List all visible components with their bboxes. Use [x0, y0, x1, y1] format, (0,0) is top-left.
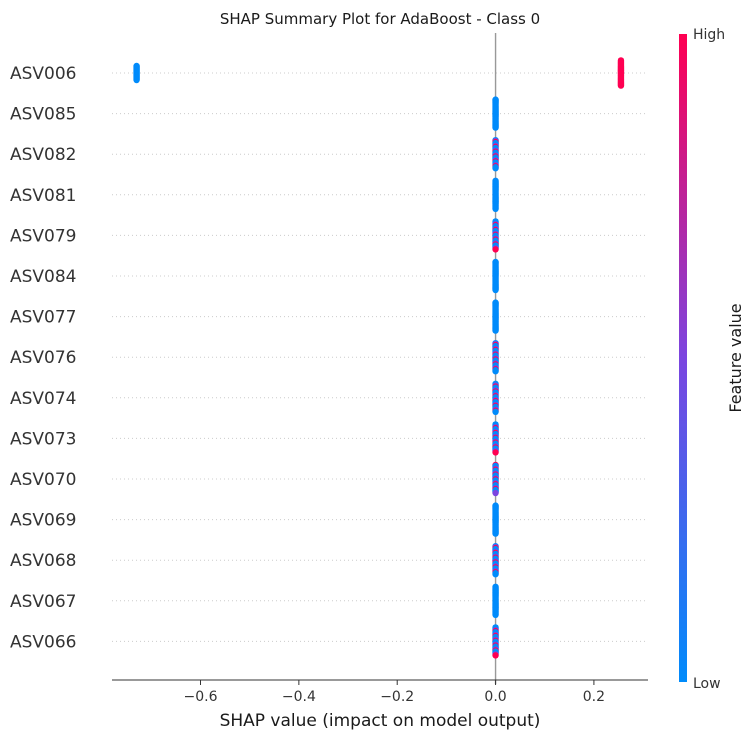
feature-label: ASV066 — [10, 632, 77, 652]
x-tick-label: 0.0 — [484, 689, 506, 705]
feature-label: ASV077 — [10, 308, 77, 328]
data-point — [492, 368, 499, 375]
colorbar-title: Feature value — [726, 303, 745, 412]
x-axis-ticks: −0.6 −0.4 −0.2 0.0 0.2 — [184, 680, 605, 705]
feature-label: ASV079 — [10, 226, 77, 246]
data-point — [492, 489, 499, 497]
x-tick-label: −0.4 — [282, 689, 316, 705]
feature-label: ASV073 — [10, 429, 77, 449]
data-points — [133, 57, 625, 659]
data-point — [492, 449, 499, 456]
data-point — [492, 652, 499, 659]
x-tick-label: −0.6 — [184, 689, 218, 705]
chart-title: SHAP Summary Plot for AdaBoost - Class 0 — [220, 10, 540, 28]
data-point — [492, 246, 499, 253]
feature-label: ASV070 — [10, 470, 77, 490]
row-gridlines — [112, 72, 648, 642]
feature-label: ASV067 — [10, 592, 77, 612]
colorbar — [679, 34, 687, 682]
data-point — [492, 124, 499, 131]
feature-label: ASV076 — [10, 348, 77, 368]
feature-label: ASV082 — [10, 145, 77, 165]
feature-label: ASV081 — [10, 186, 77, 206]
data-point — [492, 286, 499, 294]
feature-label: ASV006 — [10, 64, 77, 84]
data-point — [492, 611, 499, 618]
colorbar-low-label: Low — [693, 676, 721, 692]
x-tick-label: 0.2 — [583, 689, 605, 705]
feature-label: ASV085 — [10, 105, 77, 125]
data-point — [492, 327, 499, 334]
feature-label: ASV084 — [10, 267, 77, 287]
feature-label: ASV074 — [10, 389, 77, 409]
feature-labels: ASV006 ASV085 ASV082 ASV081 ASV079 ASV084 ASV0… — [10, 64, 77, 652]
feature-label: ASV068 — [10, 551, 77, 571]
data-point — [617, 82, 625, 89]
data-point — [492, 530, 499, 537]
data-point — [492, 205, 499, 212]
colorbar-high-label: High — [693, 27, 725, 43]
x-tick-label: −0.2 — [380, 689, 414, 705]
data-point — [492, 408, 499, 415]
feature-label: ASV069 — [10, 511, 77, 531]
data-point — [492, 571, 499, 578]
x-axis-label: SHAP value (impact on model output) — [220, 711, 541, 731]
data-point — [133, 76, 140, 84]
data-point — [492, 165, 499, 172]
